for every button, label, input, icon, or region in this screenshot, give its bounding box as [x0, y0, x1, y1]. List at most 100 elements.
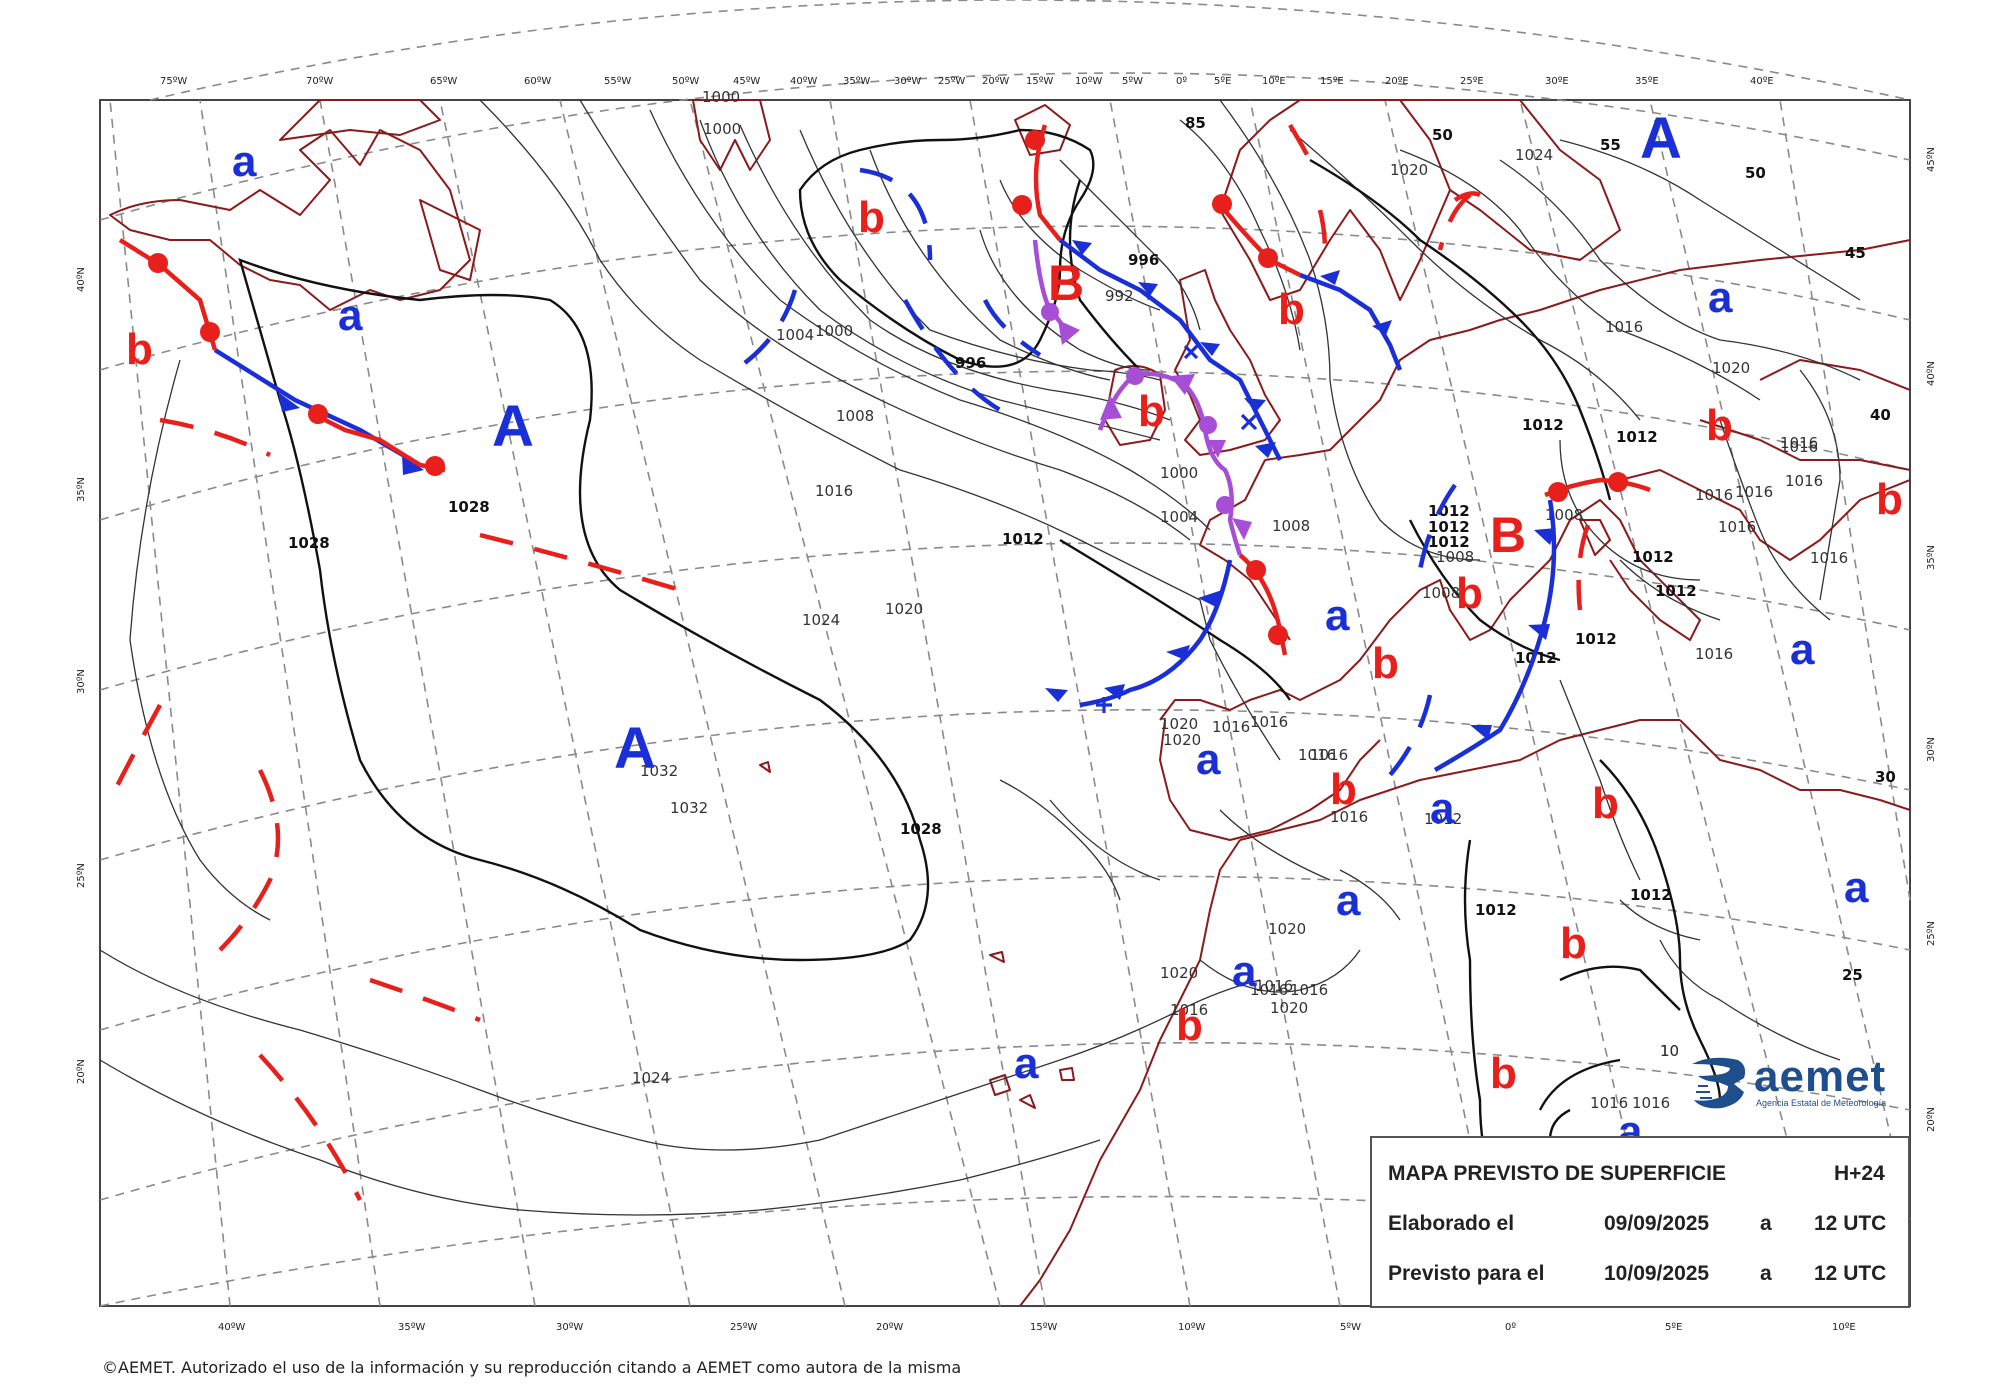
isobar-label: 1028 — [448, 498, 490, 516]
low-pressure-center: b — [1490, 1049, 1517, 1098]
latitude-label: 35ºN — [1926, 545, 1937, 570]
isobar-label: 996 — [955, 354, 986, 372]
isobar-label: 1012 — [1616, 428, 1658, 446]
made-at: a — [1760, 1212, 1772, 1235]
isobar-label: 1016 — [1695, 486, 1733, 504]
low-pressure-center: b — [1876, 475, 1903, 524]
longitude-label: 30ºW — [556, 1322, 583, 1333]
isobar-label: 1012 — [1575, 630, 1617, 648]
high-pressure-center: a — [232, 137, 257, 186]
isobar-label: 996 — [1128, 251, 1159, 269]
high-pressure-center: a — [1232, 947, 1257, 996]
longitude-label: 30ºE — [1545, 76, 1569, 87]
cold-front-tooth — [1320, 270, 1340, 285]
graticule — [99, 0, 1911, 1307]
isobar-label: 1020 — [885, 600, 923, 618]
isobar-label: 1016 — [1810, 549, 1848, 567]
latitude-label: 30ºN — [1926, 737, 1937, 762]
cold-front — [1299, 272, 1403, 371]
occluded-front-tooth — [1208, 440, 1226, 458]
aemet-emblem-icon — [1692, 1057, 1746, 1109]
grid-label: 45 — [1845, 244, 1866, 262]
isobar-label: 1012 — [1475, 901, 1517, 919]
longitude-label: 35ºW — [398, 1322, 425, 1333]
longitude-label: 5ºW — [1122, 76, 1143, 87]
warm-front-bump — [1025, 130, 1045, 150]
grid-label: 50 — [1745, 164, 1766, 182]
low-pressure-center: b — [1176, 1001, 1203, 1050]
isobar-label: 1012 — [1522, 416, 1564, 434]
isobar-label: 1004 — [1160, 508, 1198, 526]
troughs — [107, 123, 1591, 1202]
occluded-front-bump — [1041, 303, 1059, 321]
longitude-label: 5ºW — [1340, 1322, 1361, 1333]
isobar-label: 1012 — [1428, 533, 1470, 551]
low-pressure-center: b — [1138, 387, 1165, 436]
latitude-label: 20ºN — [76, 1059, 87, 1084]
grid-label: 85 — [1185, 114, 1206, 132]
warm-front-bumps — [148, 130, 1628, 645]
warm-front-bump — [1246, 560, 1266, 580]
pressure-systems: A A A a a a a a a a a a a a a B B B b b … — [126, 106, 1903, 1156]
occluded-front-symbols — [1041, 303, 1252, 540]
latitude-label: 40ºN — [1926, 361, 1937, 386]
latitude-label: 40ºN — [76, 267, 87, 292]
isobar-label: 1016 — [1170, 1001, 1208, 1019]
low-pressure-center: b — [1560, 919, 1587, 968]
occluded-front-tooth — [1058, 320, 1080, 345]
cold-front-tooth — [278, 392, 300, 412]
warm-front-bump — [200, 322, 220, 342]
longitude-label: 50ºW — [672, 76, 699, 87]
isobar-label: 1016 — [1780, 434, 1818, 452]
high-pressure-center: A — [1640, 106, 1682, 171]
latitude-label: 35ºN — [76, 477, 87, 502]
latitude-label: 45ºN — [1926, 147, 1937, 172]
longitude-label: 25ºW — [938, 76, 965, 87]
cold-front-tooth — [1138, 282, 1158, 296]
isobar-label: 1008 — [1272, 517, 1310, 535]
warm-front-bump — [308, 404, 328, 424]
isobar-label: 1008 — [1436, 548, 1474, 566]
low-pressure-center: b — [1330, 765, 1357, 814]
longitude-label: 10ºW — [1075, 76, 1102, 87]
grid-label: 10 — [1660, 1042, 1679, 1060]
valid-time: 12 UTC — [1814, 1262, 1887, 1285]
isobar-label: 1020 — [1163, 731, 1201, 749]
isobars-bold — [238, 128, 1722, 1201]
longitude-label: 60ºW — [524, 76, 551, 87]
valid-date: 10/09/2025 — [1604, 1262, 1710, 1285]
longitude-label: 35ºE — [1635, 76, 1659, 87]
longitude-label: 15ºW — [1026, 76, 1053, 87]
high-pressure-center: A — [614, 716, 656, 781]
isobar-label: 1016 — [1780, 438, 1818, 456]
aemet-logo: aemet Agencia Estatal de Meteorología — [1688, 1052, 1910, 1112]
longitude-label: 65ºW — [430, 76, 457, 87]
cold-front-tooth — [1198, 590, 1222, 608]
isobar-label: 1008 — [836, 407, 874, 425]
high-pressure-center: a — [1790, 625, 1815, 674]
longitude-label: 25ºE — [1460, 76, 1484, 87]
longitude-label: 40ºW — [218, 1322, 245, 1333]
latitude-label: 30ºN — [76, 669, 87, 694]
map-title: MAPA PREVISTO DE SUPERFICIE — [1388, 1162, 1726, 1185]
logo-subtitle: Agencia Estatal de Meteorología — [1756, 1098, 1887, 1108]
isobar-label: 1024 — [632, 1069, 670, 1087]
isobar-label: 1016 — [1212, 718, 1250, 736]
isobar-label: 1016 — [1310, 746, 1348, 764]
occluded-front-bump — [1199, 416, 1217, 434]
isobar-label: 1020 — [1390, 161, 1428, 179]
longitude-label: 15ºE — [1320, 76, 1344, 87]
cold-front-tooth — [1045, 688, 1068, 702]
cold-front-tooth — [1255, 442, 1276, 458]
high-pressure-center: a — [1196, 735, 1221, 784]
warm-front-bump — [1258, 248, 1278, 268]
cold-front-tooth — [1534, 528, 1556, 545]
map-frame — [99, 99, 1911, 1307]
isobar-label: 1016 — [1785, 472, 1823, 490]
isobar-label: 1028 — [900, 820, 942, 838]
isobar-labels: 1000 1000 1004 1000 996 996 992 1008 101… — [288, 88, 1848, 1112]
longitude-label: 70ºW — [306, 76, 333, 87]
longitude-label: 0º — [1176, 76, 1187, 87]
isobar-label: 1016 — [815, 482, 853, 500]
isobar-label: 1024 — [802, 611, 840, 629]
